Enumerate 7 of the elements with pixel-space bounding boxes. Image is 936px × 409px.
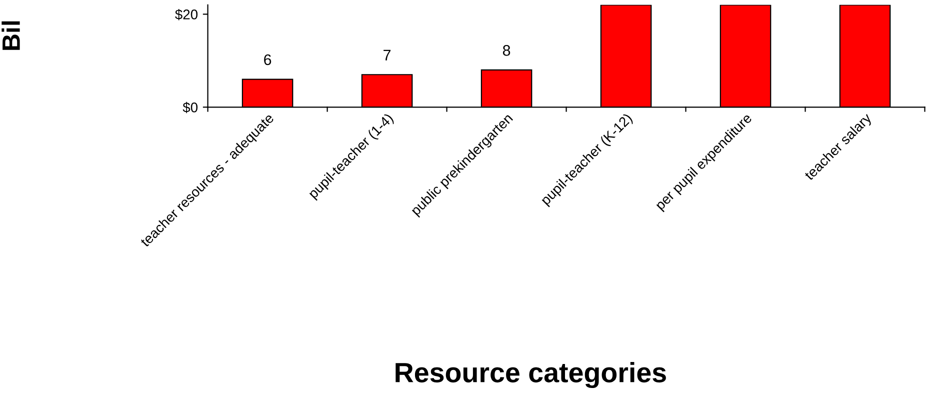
data-label: 6: [264, 54, 272, 66]
data-label: 8: [502, 45, 510, 56]
data-label: 7: [384, 50, 391, 60]
y-axis-title: Bil: [2, 21, 20, 50]
x-axis-title: Resource categories: [396, 362, 666, 388]
y-tick-label: $20: [175, 8, 198, 20]
y-tick-label: $0: [182, 102, 198, 114]
